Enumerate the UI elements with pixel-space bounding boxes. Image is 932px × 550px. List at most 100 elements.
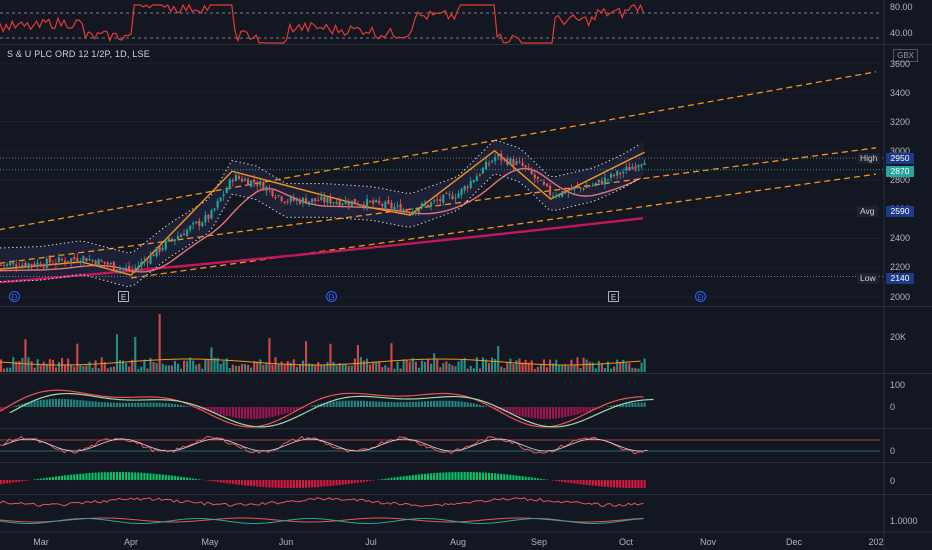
- macd-histogram-bar: [152, 402, 155, 407]
- oscillator-histogram-bar: [301, 480, 305, 488]
- macd-histogram-bar: [539, 407, 542, 419]
- candle-body: [298, 199, 301, 204]
- oscillator-histogram-bar: [488, 472, 491, 480]
- oscillator-histogram-bar: [122, 472, 125, 480]
- oscillator-histogram-bar: [478, 472, 481, 480]
- oscillator-histogram-bar: [308, 480, 311, 488]
- earnings-marker[interactable]: E: [118, 291, 129, 302]
- volume-bar: [326, 362, 329, 372]
- macd-histogram-bar: [283, 407, 286, 414]
- oscillator-histogram-bar: [591, 480, 594, 486]
- volume-bar: [109, 367, 112, 372]
- volume-bar: [234, 365, 237, 372]
- candle-body: [134, 267, 137, 269]
- macd-histogram-bar: [137, 402, 140, 407]
- oscillator-histogram-bar: [530, 477, 533, 480]
- candle-body: [442, 194, 445, 203]
- channel-middle-line: [0, 147, 877, 264]
- oscillator-histogram-bar: [283, 480, 286, 488]
- currency-label[interactable]: GBX: [893, 49, 918, 62]
- candle-body: [445, 192, 448, 194]
- dividend-marker[interactable]: D: [695, 291, 706, 302]
- candle-body: [170, 238, 173, 240]
- price-axis-label: 3200: [890, 117, 911, 127]
- oscillator-histogram-bar: [67, 475, 70, 480]
- candle-body: [106, 262, 109, 265]
- candle-body: [137, 266, 140, 270]
- oscillator-histogram-bar: [210, 480, 213, 482]
- candle-body: [399, 204, 402, 213]
- volume-bar: [408, 361, 411, 372]
- macd-histogram-bar: [61, 398, 64, 407]
- oscillator-histogram-bar: [512, 475, 515, 480]
- dividend-marker[interactable]: D: [9, 291, 20, 302]
- pane-separator: [0, 462, 932, 463]
- dividend-marker[interactable]: D: [326, 291, 337, 302]
- oscillator-histogram-bar: [225, 480, 228, 484]
- volume-bar: [439, 367, 442, 372]
- macd-histogram-bar: [405, 402, 408, 407]
- volume-bar: [359, 357, 362, 372]
- candle-body: [88, 259, 91, 261]
- candle-body: [219, 197, 222, 202]
- month-label: Aug: [449, 537, 467, 547]
- candle-body: [82, 256, 85, 261]
- oscillator-histogram-bar: [384, 478, 387, 480]
- candle-body: [237, 176, 240, 179]
- macd-histogram-bar: [375, 401, 378, 407]
- candle-body: [494, 156, 497, 162]
- oscillator-histogram-bar: [634, 480, 637, 488]
- candle-body: [610, 173, 613, 178]
- volume-bar: [436, 359, 439, 372]
- volume-bar: [286, 360, 289, 372]
- volume-bar: [631, 367, 634, 372]
- pane-separator: [0, 373, 932, 374]
- band-lower-line: [0, 173, 641, 288]
- volume-bar: [103, 362, 106, 372]
- macd-histogram-bar: [149, 402, 152, 407]
- macd-histogram-bar: [338, 401, 341, 407]
- candle-body: [417, 209, 420, 213]
- symbol-title[interactable]: S & U PLC ORD 12 1/2P, 1D, LSE: [7, 49, 150, 59]
- macd-histogram-bar: [170, 403, 173, 407]
- earnings-marker[interactable]: E: [608, 291, 619, 302]
- candle-body: [329, 196, 332, 204]
- macd-histogram-bar: [359, 400, 362, 407]
- oscillator-histogram-bar: [399, 476, 402, 480]
- volume-bar: [494, 359, 497, 372]
- macd-histogram-bar: [305, 407, 308, 408]
- candle-body: [341, 203, 344, 205]
- volume-bar: [610, 368, 613, 372]
- macd-histogram-bar: [179, 404, 183, 407]
- candle-body: [76, 258, 79, 262]
- candle-body: [146, 261, 149, 263]
- candle-body: [6, 263, 9, 266]
- oscillator-histogram-bar: [481, 472, 484, 480]
- volume-bar: [155, 363, 158, 372]
- macd-histogram-bar: [42, 399, 45, 407]
- macd-histogram-bar: [82, 400, 85, 407]
- macd-histogram-bar: [353, 400, 356, 407]
- volume-bar: [344, 364, 347, 372]
- candle-body: [311, 198, 314, 203]
- oscillator-histogram-bar: [265, 480, 268, 488]
- oscillator-histogram-bar: [341, 480, 344, 485]
- macd-histogram-bar: [289, 407, 292, 413]
- macd-histogram-bar: [350, 400, 353, 407]
- macd-histogram-bar: [265, 407, 268, 418]
- volume-bar: [161, 363, 164, 372]
- candle-body: [9, 263, 12, 266]
- macd-histogram-bar: [247, 407, 250, 419]
- candle-body: [201, 222, 204, 227]
- volume-bar: [158, 314, 161, 372]
- volume-bar: [515, 360, 518, 372]
- macd-histogram-bar: [564, 407, 567, 417]
- oscillator-histogram-bar: [561, 480, 564, 482]
- macd-histogram-bar: [344, 400, 347, 407]
- volume-bar: [192, 360, 195, 372]
- candle-body: [457, 193, 460, 198]
- macd-histogram-bar: [109, 402, 112, 407]
- oscillator-histogram-bar: [616, 480, 619, 488]
- volume-bar: [503, 368, 506, 372]
